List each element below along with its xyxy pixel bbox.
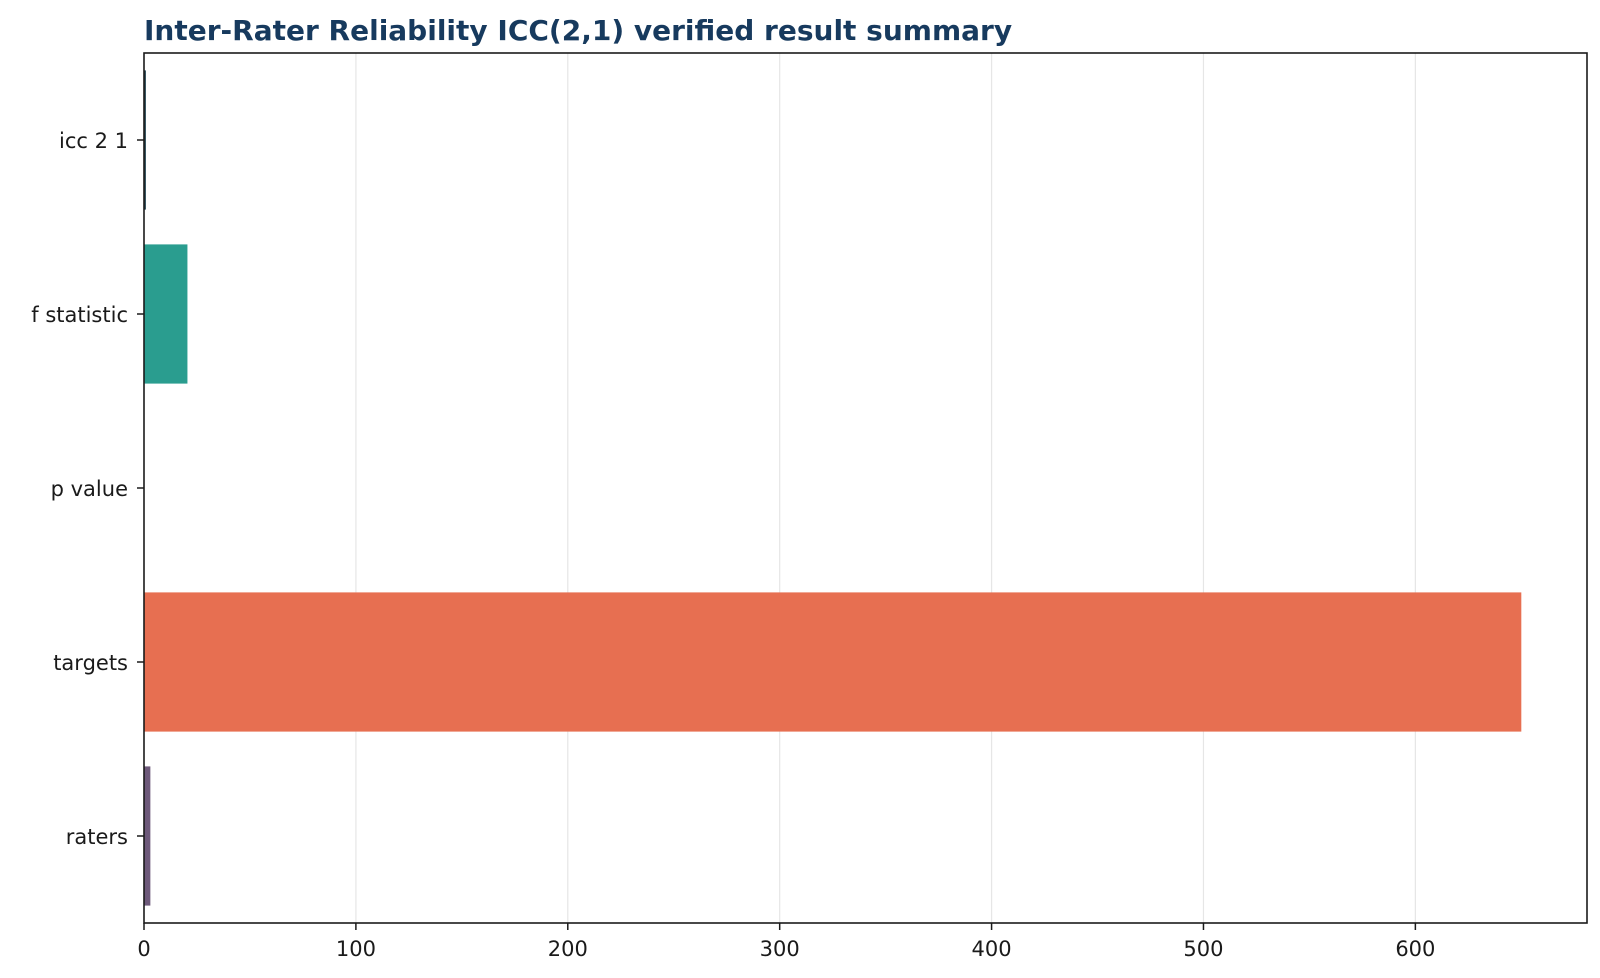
y-tick-label-raters: raters (66, 825, 128, 849)
y-tick-label-icc-2-1: icc 2 1 (59, 129, 128, 153)
x-tick-label-600: 600 (1395, 937, 1435, 961)
bar-targets (144, 592, 1522, 732)
x-axis-ticks: 0 100 200 300 400 500 600 (137, 923, 1435, 961)
x-tick-label-0: 0 (137, 937, 150, 961)
x-tick-label-100: 100 (336, 937, 376, 961)
y-tick-label-f-statistic: f statistic (31, 303, 128, 327)
y-tick-label-p-value: p value (51, 477, 128, 501)
grid-lines (355, 53, 1416, 923)
x-tick-label-500: 500 (1183, 937, 1223, 961)
plot-frame (143, 52, 1588, 924)
x-tick-label-200: 200 (548, 937, 588, 961)
bar-raters (144, 766, 151, 906)
bars (144, 70, 1522, 906)
y-tick-label-targets: targets (53, 651, 128, 675)
bar-f-statistic (144, 244, 188, 384)
chart-title: Inter-Rater Reliability ICC(2,1) verifie… (144, 14, 1012, 47)
bar-icc-2-1 (144, 70, 146, 210)
x-tick-label-400: 400 (972, 937, 1012, 961)
y-axis-ticks: icc 2 1 f statistic p value targets raters (31, 129, 144, 849)
x-tick-label-300: 300 (760, 937, 800, 961)
